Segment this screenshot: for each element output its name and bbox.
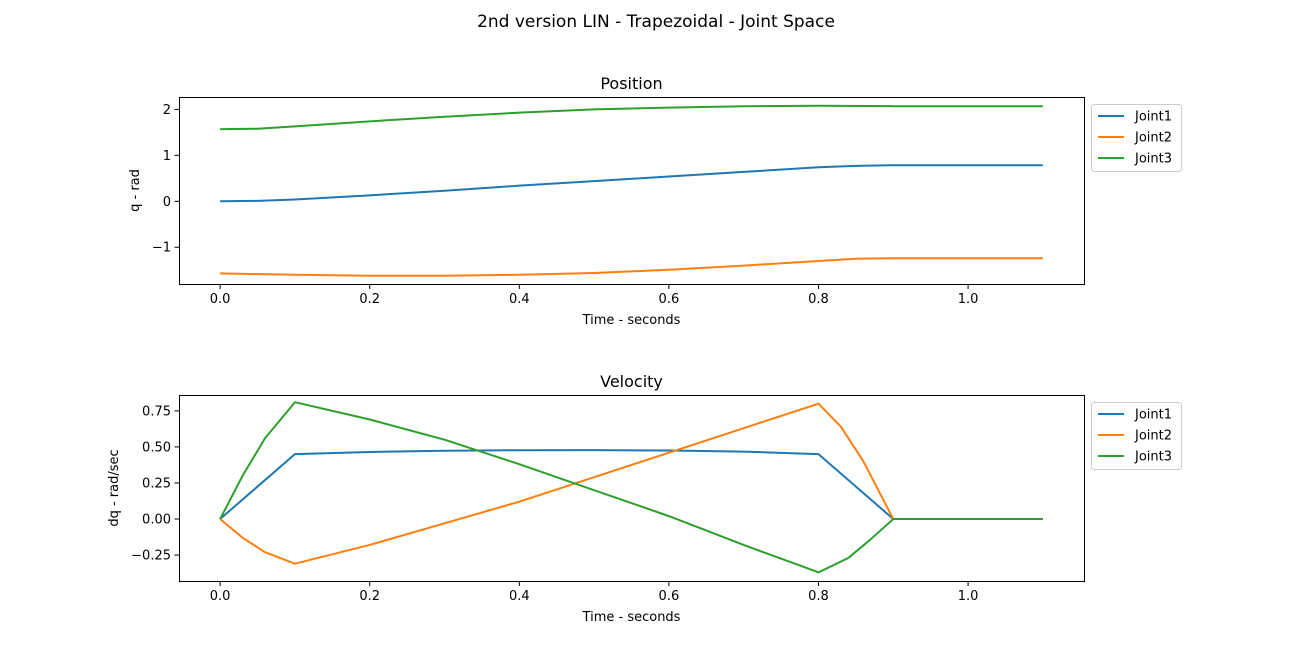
position-frame	[179, 97, 1085, 285]
position-xlabel: Time - seconds	[582, 313, 681, 328]
velocity-ytick-label: 0.25	[142, 476, 171, 491]
velocity-legend-box	[1091, 402, 1182, 470]
velocity-ylabel: dq - rad/sec	[107, 449, 122, 526]
velocity-xtick-label: 0.6	[659, 589, 680, 604]
position-ytick-label: 1	[163, 149, 171, 164]
velocity-ytick-label: 0.75	[142, 404, 171, 419]
position-legend-label-joint3: Joint3	[1134, 152, 1172, 167]
velocity-ytick-label: −0.25	[131, 549, 171, 564]
position-legend-box	[1091, 104, 1182, 172]
position-xtick-label: 0.2	[359, 292, 380, 307]
velocity-legend-label-joint1: Joint1	[1134, 408, 1172, 423]
velocity-xtick-label: 0.8	[808, 589, 829, 604]
velocity-title: Velocity	[600, 372, 663, 391]
position-ytick-label: 0	[163, 195, 171, 210]
velocity-lines	[219, 401, 1043, 574]
velocity-xtick-label: 0.4	[509, 589, 530, 604]
velocity-xtick-label: 0.2	[359, 589, 380, 604]
position-legend: Joint1 Joint2 Joint3	[1091, 104, 1182, 172]
velocity-line-joint2	[219, 402, 1043, 565]
position-legend-label-joint2: Joint2	[1134, 131, 1172, 146]
velocity-xtick-label: 1.0	[958, 589, 979, 604]
position-ytick-label: 2	[163, 103, 171, 118]
velocity-frame	[179, 395, 1085, 582]
velocity-line-joint1	[219, 449, 1043, 520]
position-lines	[220, 104, 1043, 277]
velocity-legend-label-joint3: Joint3	[1134, 450, 1172, 465]
position-line-joint2	[220, 257, 1043, 277]
position-ylabel: q - rad	[128, 169, 143, 212]
position-xtick-label: 0.8	[808, 292, 829, 307]
velocity-xtick-label: 0.0	[210, 589, 231, 604]
position-legend-label-joint1: Joint1	[1134, 110, 1172, 125]
position-axes: Position 0.0 0.2 0.4 0.6 0.8 1.0 −1 0 1 2 Time - se…	[128, 74, 1182, 328]
position-xtick-label: 0.0	[210, 292, 231, 307]
position-line-joint3	[220, 104, 1043, 131]
velocity-axes: Velocity 0.0 0.2 0.4 0.6 0.8 1.0 −0.25 0.00 0.25 0…	[107, 372, 1182, 625]
position-xtick-label: 0.4	[509, 292, 530, 307]
position-ytick-label: −1	[152, 241, 171, 256]
velocity-ytick-label: 0.00	[142, 513, 171, 528]
position-line-joint1	[220, 164, 1043, 203]
position-title: Position	[600, 74, 662, 93]
velocity-ytick-label: 0.50	[142, 440, 171, 455]
position-xtick-label: 1.0	[958, 292, 979, 307]
velocity-line-joint3	[219, 401, 1043, 574]
velocity-legend-label-joint2: Joint2	[1134, 429, 1172, 444]
velocity-xlabel: Time - seconds	[582, 610, 681, 625]
figure-suptitle: 2nd version LIN - Trapezoidal - Joint Sp…	[477, 12, 835, 32]
position-xtick-label: 0.6	[659, 292, 680, 307]
velocity-legend: Joint1 Joint2 Joint3	[1091, 402, 1182, 470]
